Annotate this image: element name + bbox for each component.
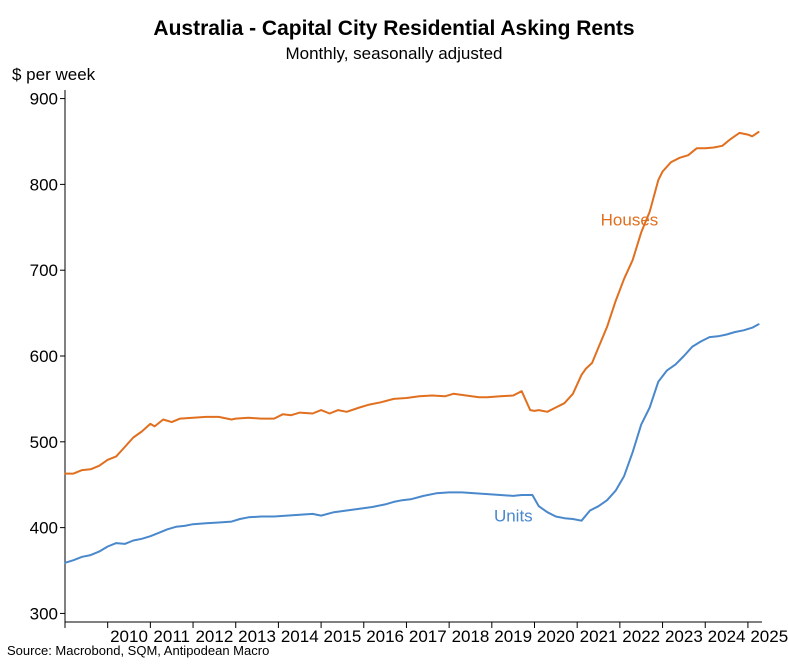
y-tick-label: 600 <box>30 347 58 366</box>
source-note: Source: Macrobond, SQM, Antipodean Macro <box>7 643 270 658</box>
chart-title: Australia - Capital City Residential Ask… <box>153 17 635 40</box>
x-tick-label: 2014 <box>281 627 319 646</box>
x-tick-label: 2025 <box>750 627 788 646</box>
x-tick-label: 2016 <box>366 627 404 646</box>
x-tick-label: 2012 <box>195 627 233 646</box>
x-tick-label: 2020 <box>537 627 575 646</box>
y-tick-label: 400 <box>30 519 58 538</box>
y-tick-label: 500 <box>30 433 58 452</box>
x-tick-label: 2018 <box>452 627 490 646</box>
series-line-units <box>64 323 760 564</box>
chart-subtitle: Monthly, seasonally adjusted <box>285 44 503 63</box>
x-tick-label: 2010 <box>110 627 148 646</box>
x-tick-label: 2023 <box>665 627 703 646</box>
y-tick-label: 900 <box>30 90 58 109</box>
x-tick-label: 2017 <box>409 627 447 646</box>
x-tick-label: 2011 <box>153 627 190 646</box>
series-label-houses: Houses <box>601 211 659 230</box>
x-tick-label: 2024 <box>708 627 746 646</box>
y-axis-label: $ per week <box>12 65 96 84</box>
series-line-houses <box>64 131 760 475</box>
x-tick-label: 2021 <box>580 627 618 646</box>
x-tick-label: 2015 <box>324 627 362 646</box>
y-tick-label: 300 <box>30 604 58 623</box>
y-tick-label: 800 <box>30 175 58 194</box>
series-label-units: Units <box>494 507 533 526</box>
x-tick-label: 2019 <box>494 627 532 646</box>
x-tick-label: 2022 <box>622 627 660 646</box>
y-tick-label: 700 <box>30 261 58 280</box>
x-tick-label: 2013 <box>238 627 276 646</box>
